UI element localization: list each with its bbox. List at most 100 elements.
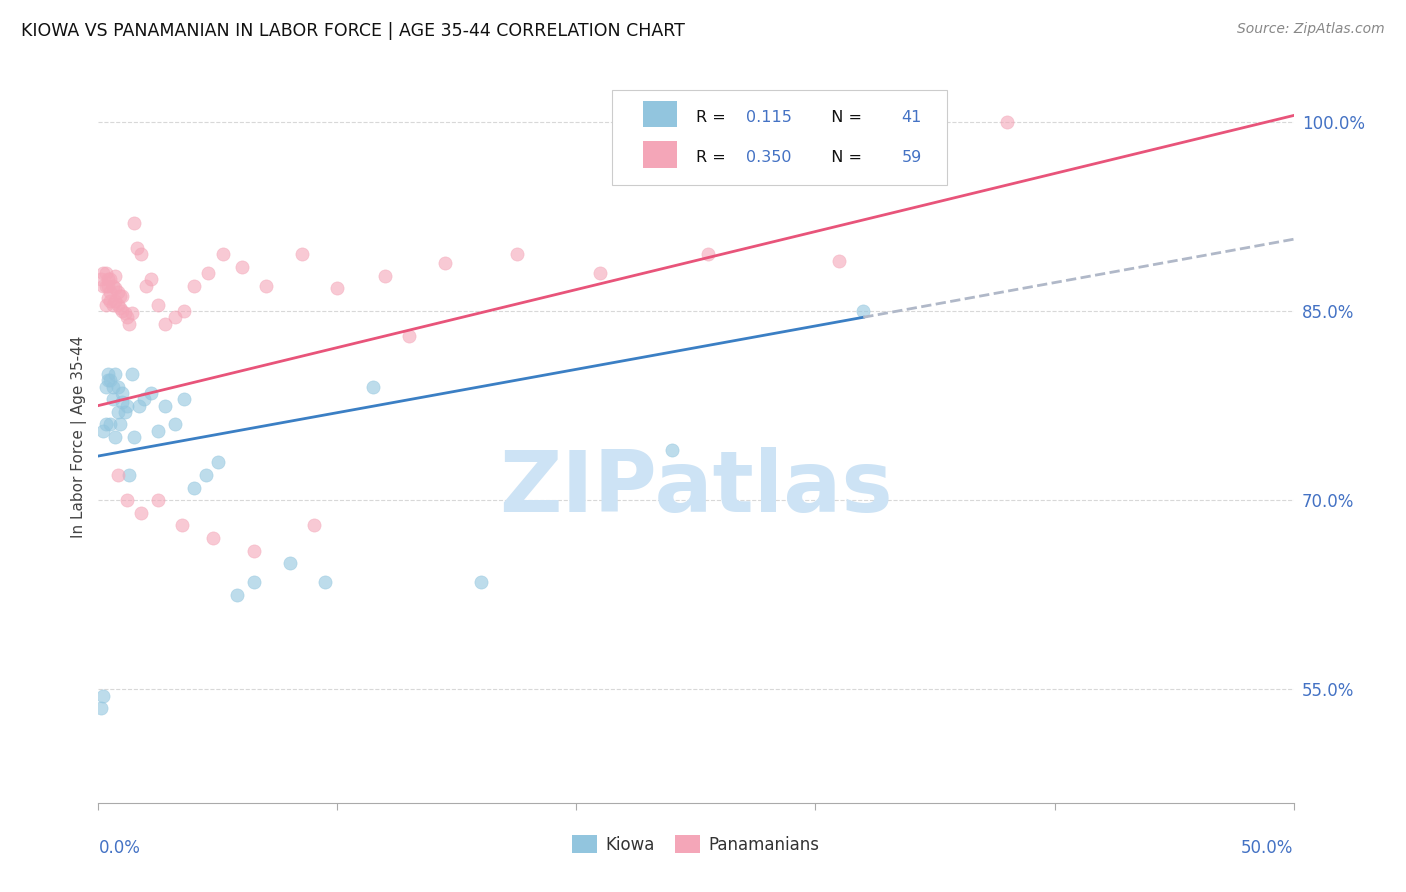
- Point: [139, 386, 162, 401]
- Point: [124, 216, 146, 230]
- Point: [107, 298, 129, 312]
- Point: [163, 417, 186, 432]
- Point: [91, 278, 114, 293]
- Point: [115, 493, 138, 508]
- Point: [374, 268, 396, 283]
- Point: [101, 379, 124, 393]
- Point: [183, 481, 205, 495]
- Point: [107, 379, 129, 393]
- Point: [97, 278, 120, 293]
- Point: [155, 317, 177, 331]
- Point: [172, 518, 194, 533]
- Point: [104, 430, 127, 444]
- Text: R =: R =: [696, 110, 731, 125]
- Point: [111, 386, 134, 401]
- Point: [398, 329, 420, 343]
- Point: [291, 247, 314, 261]
- Bar: [644, 141, 676, 168]
- Point: [697, 247, 720, 261]
- Point: [131, 247, 153, 261]
- Point: [243, 543, 266, 558]
- Point: [506, 247, 529, 261]
- Point: [115, 310, 138, 325]
- Point: [852, 304, 875, 318]
- Point: [661, 442, 683, 457]
- Text: 0.0%: 0.0%: [98, 839, 141, 857]
- Point: [148, 298, 170, 312]
- Point: [98, 293, 122, 308]
- Y-axis label: In Labor Force | Age 35-44: In Labor Force | Age 35-44: [72, 336, 87, 538]
- Point: [118, 467, 141, 482]
- Text: R =: R =: [696, 150, 731, 165]
- Point: [163, 310, 186, 325]
- Point: [111, 304, 134, 318]
- Point: [211, 247, 233, 261]
- Point: [121, 367, 143, 381]
- Point: [207, 455, 229, 469]
- Point: [104, 367, 127, 381]
- Point: [97, 272, 120, 286]
- Point: [107, 405, 129, 419]
- Point: [302, 518, 325, 533]
- Point: [98, 373, 122, 387]
- Point: [131, 506, 153, 520]
- Point: [101, 392, 124, 407]
- Point: [995, 115, 1018, 129]
- Point: [231, 260, 253, 274]
- Point: [90, 272, 112, 286]
- Point: [243, 575, 266, 590]
- Point: [132, 392, 155, 407]
- Point: [114, 405, 136, 419]
- Point: [139, 272, 162, 286]
- Text: KIOWA VS PANAMANIAN IN LABOR FORCE | AGE 35-44 CORRELATION CHART: KIOWA VS PANAMANIAN IN LABOR FORCE | AGE…: [21, 22, 685, 40]
- Point: [98, 417, 122, 432]
- Text: 0.350: 0.350: [747, 150, 792, 165]
- Text: 41: 41: [901, 110, 922, 125]
- Text: 0.115: 0.115: [747, 110, 792, 125]
- Point: [226, 588, 249, 602]
- Point: [326, 281, 349, 295]
- Point: [135, 278, 157, 293]
- Point: [94, 266, 117, 280]
- Point: [148, 424, 170, 438]
- Point: [470, 575, 492, 590]
- Point: [114, 306, 136, 320]
- Point: [90, 701, 112, 715]
- Point: [91, 424, 114, 438]
- Point: [124, 430, 146, 444]
- Point: [104, 268, 127, 283]
- Point: [101, 298, 124, 312]
- Point: [108, 417, 131, 432]
- Point: [104, 281, 127, 295]
- Text: N =: N =: [821, 110, 868, 125]
- Point: [197, 266, 219, 280]
- Point: [94, 278, 117, 293]
- Point: [94, 379, 117, 393]
- Point: [104, 293, 127, 308]
- Point: [111, 289, 134, 303]
- Point: [97, 373, 120, 387]
- Point: [173, 392, 195, 407]
- Point: [363, 379, 385, 393]
- Point: [98, 285, 122, 299]
- Point: [94, 298, 117, 312]
- Point: [278, 556, 301, 570]
- Point: [155, 399, 177, 413]
- Point: [91, 266, 114, 280]
- Point: [108, 301, 131, 316]
- Point: [91, 689, 114, 703]
- Bar: [644, 101, 676, 128]
- Point: [125, 241, 148, 255]
- Point: [94, 417, 117, 432]
- FancyBboxPatch shape: [613, 90, 948, 185]
- Point: [108, 289, 131, 303]
- Point: [98, 272, 122, 286]
- Point: [111, 394, 134, 409]
- Point: [97, 291, 120, 305]
- Point: [148, 493, 170, 508]
- Point: [828, 253, 851, 268]
- Point: [183, 278, 205, 293]
- Point: [434, 256, 457, 270]
- Text: 59: 59: [901, 150, 922, 165]
- Text: Source: ZipAtlas.com: Source: ZipAtlas.com: [1237, 22, 1385, 37]
